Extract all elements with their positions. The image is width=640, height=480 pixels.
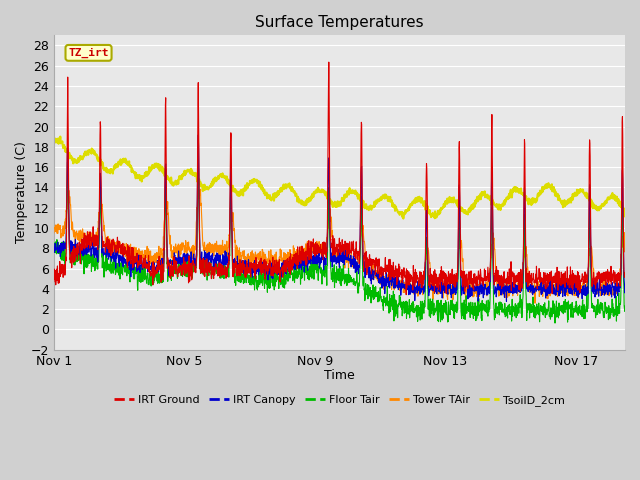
Legend: IRT Ground, IRT Canopy, Floor Tair, Tower TAir, TsoilD_2cm: IRT Ground, IRT Canopy, Floor Tair, Towe…	[109, 390, 570, 410]
Y-axis label: Temperature (C): Temperature (C)	[15, 142, 28, 243]
Title: Surface Temperatures: Surface Temperatures	[255, 15, 424, 30]
Text: TZ_irt: TZ_irt	[68, 48, 109, 58]
X-axis label: Time: Time	[324, 369, 355, 382]
